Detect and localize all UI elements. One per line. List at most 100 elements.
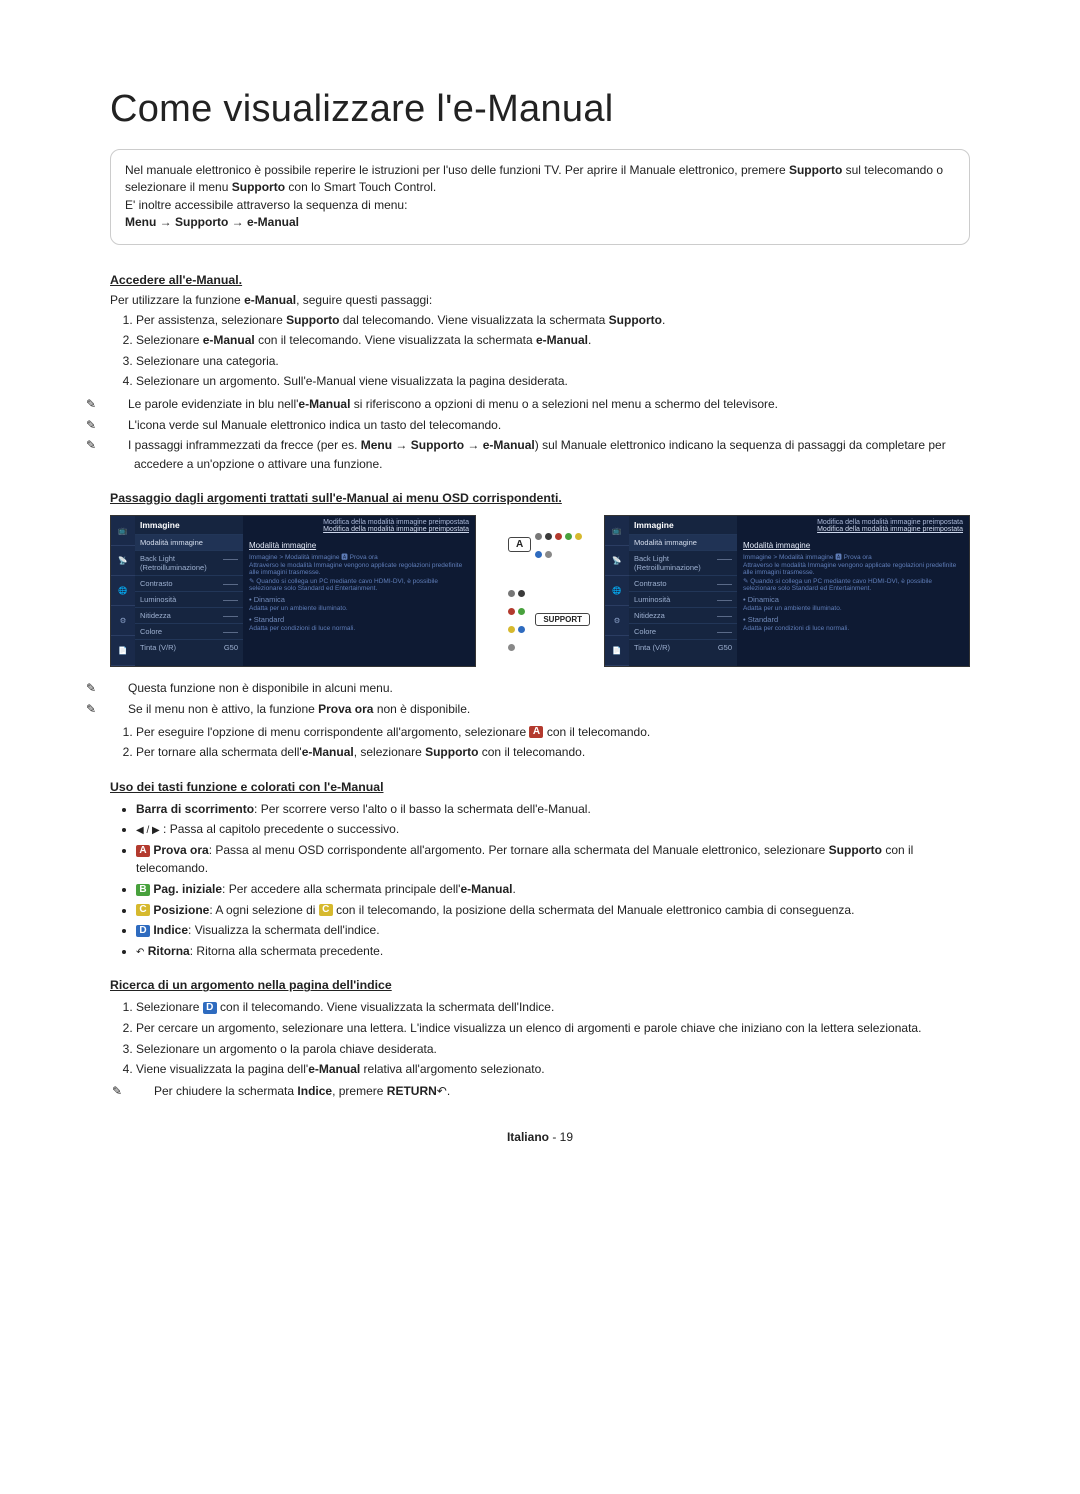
note-item: ✎Le parole evidenziate in blu nell'e-Man… bbox=[110, 395, 970, 414]
section-line: Immagine > Modalità immagine 🅰 Prova ora bbox=[743, 551, 963, 561]
bullet-desc: Adatta per condizioni di luce normali. bbox=[249, 625, 469, 632]
dot-icon bbox=[508, 608, 515, 615]
menu-item: Modalità immagine bbox=[629, 534, 737, 550]
sidebar-icon: 📄 bbox=[605, 636, 629, 666]
intro-box: Nel manuale elettronico è possibile repe… bbox=[110, 149, 970, 245]
color-key-c-icon: C bbox=[319, 904, 333, 916]
sidebar-icons: 📺📡🌐⚙📄 bbox=[605, 516, 629, 666]
note-item: ✎Se il menu non è attivo, la funzione Pr… bbox=[110, 700, 970, 719]
note-icon: ✎ bbox=[110, 436, 128, 455]
bullet: • Standard bbox=[249, 615, 469, 624]
breadcrumb-title: Modifica della modalità immagine preimpo… bbox=[249, 526, 469, 533]
tv-screenshot-right: 📺📡🌐⚙📄ImmagineModalità immagineBack Light… bbox=[604, 515, 970, 667]
dot-icon bbox=[508, 626, 515, 633]
colored-keys-list: Barra di scorrimento: Per scorrere verso… bbox=[110, 800, 970, 961]
note-icon: ✎ bbox=[110, 679, 128, 698]
intro-bold: Supporto bbox=[789, 163, 842, 177]
menu-item: Luminosità—— bbox=[629, 591, 737, 607]
menu-item: Tinta (V/R)G50 bbox=[629, 639, 737, 655]
bullet: • Dinamica bbox=[743, 595, 963, 604]
remote-key-a: A bbox=[508, 537, 531, 552]
function-key-item: A Prova ora: Passa al menu OSD corrispon… bbox=[136, 841, 970, 878]
menu-item: Modalità immagine bbox=[135, 534, 243, 550]
dot-icon bbox=[518, 590, 525, 597]
dot-icon bbox=[555, 533, 562, 540]
function-key-item: C Posizione: A ogni selezione di C con i… bbox=[136, 901, 970, 920]
menu-item: Tinta (V/R)G50 bbox=[135, 639, 243, 655]
color-key-c-icon: C bbox=[136, 904, 150, 916]
tv-screenshot-row: 📺📡🌐⚙📄ImmagineModalità immagineBack Light… bbox=[110, 515, 970, 667]
sidebar-icon: 📡 bbox=[605, 546, 629, 576]
access-notes-list: ✎Le parole evidenziate in blu nell'e-Man… bbox=[110, 395, 970, 473]
after-screens-steps: Per eseguire l'opzione di menu corrispon… bbox=[110, 723, 970, 762]
menu-item: Contrasto—— bbox=[629, 575, 737, 591]
search-steps-list: Selezionare D con il telecomando. Viene … bbox=[110, 998, 970, 1100]
sidebar-icon: 📺 bbox=[605, 516, 629, 546]
page-title: Come visualizzare l'e-Manual bbox=[110, 88, 970, 131]
dots-icon bbox=[508, 584, 531, 656]
note-item: ✎Questa funzione non è disponibile in al… bbox=[110, 679, 970, 698]
menu-item: Nitidezza—— bbox=[135, 607, 243, 623]
section-note: ✎ Quando si collega un PC mediante cavo … bbox=[249, 577, 469, 592]
menu-item: Contrasto—— bbox=[135, 575, 243, 591]
access-intro-bold: e-Manual bbox=[244, 293, 296, 307]
bullet-desc: Adatta per un ambiente illuminato. bbox=[249, 605, 469, 612]
menu-item: Luminosità—— bbox=[135, 591, 243, 607]
breadcrumb: Modifica della modalità immagine preimpo… bbox=[743, 519, 963, 526]
step-item: Per assistenza, selezionare Supporto dal… bbox=[136, 311, 970, 330]
function-key-item: D Indice: Visualizza la schermata dell'i… bbox=[136, 921, 970, 940]
function-key-item: ↶ Ritorna: Ritorna alla schermata preced… bbox=[136, 942, 970, 961]
menu-head: Immagine bbox=[135, 516, 243, 534]
dot-icon bbox=[508, 590, 515, 597]
note-icon: ✎ bbox=[136, 1082, 154, 1101]
bullet: • Dinamica bbox=[249, 595, 469, 604]
intro-text: Nel manuale elettronico è possibile repe… bbox=[125, 163, 789, 177]
menu-head: Immagine bbox=[629, 516, 737, 534]
footer-sep: - bbox=[549, 1130, 560, 1144]
footer-language: Italiano bbox=[507, 1130, 549, 1144]
step-item: Per tornare alla schermata dell'e-Manual… bbox=[136, 743, 970, 762]
bullet: • Standard bbox=[743, 615, 963, 624]
dot-icon bbox=[518, 626, 525, 633]
section-desc: Attraverso le modalità Immagine vengono … bbox=[743, 562, 963, 576]
color-key-a-icon: A bbox=[529, 726, 543, 738]
access-steps-list: Per assistenza, selezionare Supporto dal… bbox=[110, 311, 970, 391]
intro-text: con lo Smart Touch Control. bbox=[285, 180, 436, 194]
osd-content: Modifica della modalità immagine preimpo… bbox=[243, 516, 475, 666]
note-item: ✎Per chiudere la schermata Indice, preme… bbox=[136, 1082, 970, 1101]
note-icon: ✎ bbox=[110, 395, 128, 414]
access-intro: Per utilizzare la funzione bbox=[110, 293, 244, 307]
step-item: Selezionare D con il telecomando. Viene … bbox=[136, 998, 970, 1017]
remote-key-row: SUPPORT bbox=[508, 584, 590, 656]
dots-icon bbox=[535, 527, 590, 563]
note-item: ✎I passaggi inframmezzati da frecce (per… bbox=[110, 436, 970, 473]
dot-icon bbox=[518, 608, 525, 615]
section-heading-search: Ricerca di un argomento nella pagina del… bbox=[110, 978, 970, 992]
dot-icon bbox=[575, 533, 582, 540]
section-line: Immagine > Modalità immagine 🅰 Prova ora bbox=[249, 551, 469, 561]
color-key-d-icon: D bbox=[203, 1002, 217, 1014]
breadcrumb: Modifica della modalità immagine preimpo… bbox=[249, 519, 469, 526]
intro-bold: Supporto bbox=[232, 180, 285, 194]
bullet-desc: Adatta per un ambiente illuminato. bbox=[743, 605, 963, 612]
menu-item: Colore—— bbox=[135, 623, 243, 639]
bullet-desc: Adatta per condizioni di luce normali. bbox=[743, 625, 963, 632]
footer-page-number: 19 bbox=[560, 1130, 573, 1144]
menu-item: Back Light (Retroilluminazione)—— bbox=[135, 550, 243, 575]
sidebar-icons: 📺📡🌐⚙📄 bbox=[111, 516, 135, 666]
function-key-item: B Pag. iniziale: Per accedere alla scher… bbox=[136, 880, 970, 899]
dot-icon bbox=[535, 551, 542, 558]
function-key-item: Barra di scorrimento: Per scorrere verso… bbox=[136, 800, 970, 819]
dot-icon bbox=[508, 644, 515, 651]
step-item: Per cercare un argomento, selezionare un… bbox=[136, 1019, 970, 1038]
dot-icon bbox=[545, 533, 552, 540]
remote-key-row: A bbox=[508, 527, 590, 563]
page-footer: Italiano - 19 bbox=[110, 1130, 970, 1144]
osd-content: Modifica della modalità immagine preimpo… bbox=[737, 516, 969, 666]
dot-icon bbox=[545, 551, 552, 558]
intro-text: E' inoltre accessibile attraverso la seq… bbox=[125, 197, 955, 214]
section-title: Modalità immagine bbox=[249, 541, 469, 550]
sidebar-icon: 📄 bbox=[111, 636, 135, 666]
note-icon: ✎ bbox=[110, 700, 128, 719]
step-item: Per eseguire l'opzione di menu corrispon… bbox=[136, 723, 970, 742]
